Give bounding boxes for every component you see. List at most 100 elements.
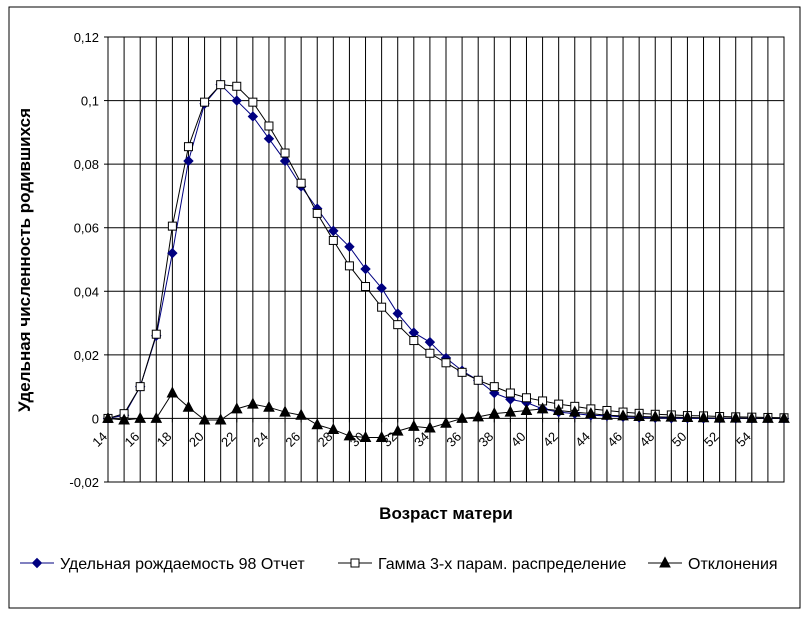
data-point-triangle-marker bbox=[472, 410, 485, 422]
data-point-triangle-marker bbox=[633, 409, 645, 422]
legend-square-marker bbox=[350, 558, 360, 568]
series-layer bbox=[102, 79, 790, 442]
data-point-square-marker bbox=[280, 148, 290, 158]
data-point-diamond-marker bbox=[263, 133, 275, 144]
data-point-triangle-marker bbox=[601, 408, 613, 420]
data-point-square-marker bbox=[441, 358, 451, 368]
data-point-triangle-marker bbox=[424, 421, 436, 433]
y-tick-label: 0,08 bbox=[74, 157, 99, 172]
data-point-triangle-marker bbox=[585, 407, 597, 419]
data-point-triangle-marker bbox=[391, 424, 404, 436]
data-point-square-marker bbox=[344, 261, 354, 271]
data-point-diamond-marker bbox=[279, 155, 291, 167]
data-point-square-marker bbox=[167, 221, 177, 231]
y-tick-label: 0,02 bbox=[74, 348, 99, 363]
data-point-triangle-marker bbox=[375, 430, 388, 442]
legend-item-2: Гамма 3-х парам. распределение bbox=[338, 556, 627, 573]
data-point-square-marker bbox=[409, 336, 419, 346]
y-tick-label: 0,06 bbox=[74, 221, 99, 236]
data-point-triangle-marker bbox=[536, 402, 549, 414]
data-point-square-marker bbox=[505, 388, 515, 398]
data-point-diamond-marker bbox=[344, 241, 355, 252]
y-tick-label: 0,04 bbox=[74, 284, 99, 299]
data-point-diamond-marker bbox=[167, 247, 178, 259]
data-point-square-marker bbox=[489, 382, 499, 392]
data-point-triangle-marker bbox=[198, 413, 211, 425]
legend-label: Удельная рождаемость 98 Отчет bbox=[60, 556, 305, 573]
data-point-triangle-marker bbox=[440, 416, 452, 428]
legend: Удельная рождаемость 98 Отчет Гамма 3-х п… bbox=[20, 556, 778, 573]
data-point-diamond-marker bbox=[424, 336, 436, 348]
data-point-triangle-marker bbox=[343, 429, 356, 441]
data-point-square-marker bbox=[232, 81, 242, 91]
y-axis-label: Удельная численность родившихся bbox=[15, 108, 34, 412]
data-point-triangle-marker bbox=[214, 413, 227, 425]
data-point-triangle-marker bbox=[778, 411, 790, 423]
y-tick-label: 0,1 bbox=[81, 94, 99, 109]
series-points-3 bbox=[102, 386, 790, 442]
data-point-triangle-marker bbox=[552, 403, 565, 415]
data-point-square-marker bbox=[216, 80, 226, 90]
data-point-triangle-marker bbox=[118, 413, 130, 425]
data-point-triangle-marker bbox=[134, 411, 147, 423]
data-point-triangle-marker bbox=[762, 411, 774, 423]
legend-item-3: Отклонения bbox=[648, 556, 778, 573]
data-point-triangle-marker bbox=[279, 405, 291, 417]
data-point-triangle-marker bbox=[697, 411, 710, 423]
data-point-triangle-marker bbox=[150, 411, 163, 423]
y-tick-label: 0,12 bbox=[74, 30, 99, 45]
data-point-triangle-marker bbox=[649, 410, 662, 422]
data-point-square-marker bbox=[296, 178, 306, 188]
data-point-triangle-marker bbox=[456, 411, 468, 423]
data-point-triangle-marker bbox=[230, 402, 243, 414]
data-point-diamond-marker bbox=[183, 155, 194, 167]
data-point-square-marker bbox=[393, 320, 403, 330]
data-point-diamond-marker bbox=[376, 282, 387, 294]
data-point-triangle-marker bbox=[182, 400, 195, 412]
legend-item-1: Удельная рождаемость 98 Отчет bbox=[20, 556, 305, 573]
y-tick-label: 0 bbox=[92, 411, 99, 426]
data-point-diamond-marker bbox=[360, 263, 371, 275]
data-point-diamond-marker bbox=[231, 95, 242, 106]
data-point-triangle-marker bbox=[263, 400, 275, 412]
data-point-square-marker bbox=[473, 375, 483, 385]
data-point-triangle-marker bbox=[713, 411, 726, 423]
data-point-triangle-marker bbox=[311, 418, 324, 430]
data-point-triangle-marker bbox=[295, 408, 307, 420]
data-point-triangle-marker bbox=[617, 409, 629, 421]
data-point-triangle-marker bbox=[745, 411, 758, 423]
y-tick-label: -0,02 bbox=[69, 475, 99, 490]
data-point-triangle-marker bbox=[681, 410, 694, 422]
data-point-square-marker bbox=[328, 235, 338, 245]
data-point-triangle-marker bbox=[102, 411, 114, 423]
data-point-diamond-marker bbox=[328, 225, 339, 237]
data-point-triangle-marker bbox=[729, 411, 742, 423]
data-point-triangle-marker bbox=[247, 397, 259, 409]
data-point-square-marker bbox=[521, 393, 531, 403]
data-point-triangle-marker bbox=[504, 405, 517, 417]
data-point-triangle-marker bbox=[665, 410, 678, 422]
data-point-triangle-marker bbox=[488, 407, 501, 419]
legend-diamond-marker bbox=[31, 557, 43, 569]
data-point-square-marker bbox=[457, 367, 467, 377]
data-point-triangle-marker bbox=[407, 419, 420, 431]
data-point-square-marker bbox=[151, 329, 161, 339]
data-point-triangle-marker bbox=[359, 430, 372, 442]
data-point-triangle-marker bbox=[327, 422, 340, 435]
data-point-square-marker bbox=[183, 142, 193, 152]
data-point-square-marker bbox=[312, 208, 322, 218]
legend-label: Гамма 3-х парам. распределение bbox=[378, 556, 627, 573]
data-point-triangle-marker bbox=[520, 403, 533, 415]
legend-triangle-marker bbox=[659, 556, 671, 568]
data-point-square-marker bbox=[361, 282, 371, 292]
x-axis-label: Возраст матери bbox=[379, 504, 513, 523]
data-point-square-marker bbox=[425, 348, 435, 358]
data-point-square-marker bbox=[264, 121, 274, 131]
data-point-square-marker bbox=[200, 97, 210, 107]
legend-label: Отклонения bbox=[688, 556, 778, 573]
data-point-diamond-marker bbox=[392, 308, 403, 319]
data-point-triangle-marker bbox=[166, 386, 179, 398]
data-point-triangle-marker bbox=[568, 405, 581, 417]
data-point-square-marker bbox=[248, 97, 258, 107]
